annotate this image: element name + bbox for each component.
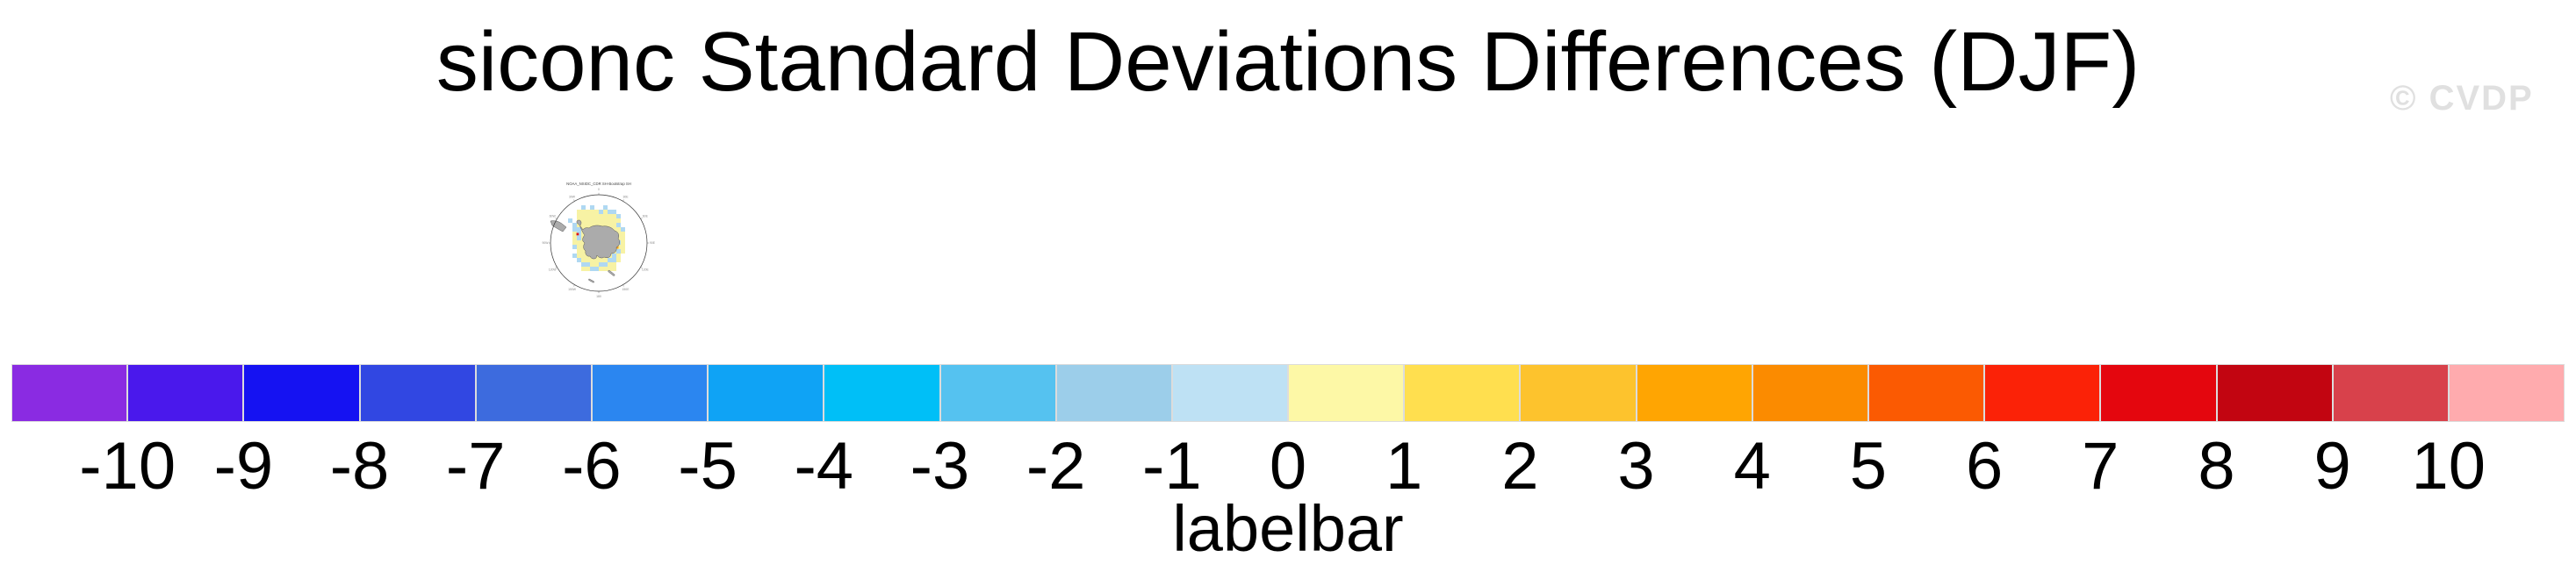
meridian-tick: [622, 199, 624, 202]
colorbar: [11, 364, 2565, 422]
colorbar-box: [2332, 364, 2449, 422]
colorbar-box: [475, 364, 592, 422]
meridian-label: 30E: [622, 195, 629, 198]
polar-map-panel: NOAA_NSIDC_CDR SH-Bootstrap SH: [527, 172, 702, 312]
map-panel-title: NOAA_NSIDC_CDR SH-Bootstrap SH: [566, 182, 631, 186]
meridian-tick: [573, 284, 575, 287]
colorbar-tick: -7: [445, 429, 506, 504]
cvdp-watermark: © CVDP: [2390, 79, 2534, 118]
colorbar-tick: 6: [1965, 429, 2004, 504]
colorbar-box: [939, 364, 1056, 422]
colorbar-tick: 8: [2198, 429, 2235, 504]
colorbar-box: [1520, 364, 1637, 422]
meridian-label: 180: [596, 295, 601, 298]
colorbar-box: [243, 364, 360, 422]
meridian-label: 60E: [643, 215, 649, 218]
page-title: siconc Standard Deviations Differences (…: [435, 15, 2141, 109]
meridian-tick: [622, 284, 624, 287]
meridian-label: 150W: [568, 288, 577, 291]
colorbar-box: [1055, 364, 1172, 422]
colorbar-tick: 5: [1849, 429, 1888, 504]
colorbar-tick: -3: [910, 429, 970, 504]
colorbar-tick: 4: [1733, 429, 1771, 504]
colorbar-tick: -6: [562, 429, 622, 504]
colorbar-box: [591, 364, 709, 422]
meridian-label: 150E: [622, 288, 630, 291]
colorbar-tick: 0: [1269, 429, 1307, 504]
south-polar-map: NOAA_NSIDC_CDR SH-Bootstrap SH: [543, 182, 656, 298]
meridian-label: 90W: [543, 241, 550, 245]
colorbar-tick: -5: [678, 429, 738, 504]
colorbar-tick: -1: [1142, 429, 1202, 504]
colorbar-box: [2216, 364, 2333, 422]
colorbar-tick-labels: -10 -9 -8 -7 -6 -5 -4 -3 -2 -1 0 1 2 3 4 5 6 7 8 9 10: [11, 432, 2565, 515]
meridian-tick: [573, 199, 575, 202]
colorbar-box: [708, 364, 824, 422]
colorbar-box: [1404, 364, 1521, 422]
meridian-label: 120E: [642, 268, 650, 272]
meridian-label: 120W: [549, 268, 558, 272]
colorbar-box: [1984, 364, 2101, 422]
south-america-tip: [550, 220, 567, 232]
colorbar-box: [1752, 364, 1868, 422]
colorbar-tick: 3: [1617, 429, 1655, 504]
island-sliver: [588, 278, 594, 283]
colorbar-tick: -8: [329, 429, 390, 504]
colorbar-tick: 2: [1501, 429, 1539, 504]
colorbar-box: [359, 364, 476, 422]
colorbar-tick: -10: [79, 429, 176, 504]
colorbar-box: [2100, 364, 2217, 422]
map-red-cell: [576, 232, 579, 236]
colorbar-tick: 10: [2411, 429, 2486, 504]
meridian-label: 60W: [550, 215, 557, 218]
colorbar-box: [127, 364, 244, 422]
colorbar-tick: 1: [1385, 429, 1423, 504]
colorbar-label: labelbar: [1172, 492, 1404, 565]
colorbar-tick: -2: [1025, 429, 1086, 504]
island-sliver: [608, 269, 615, 276]
colorbar-box: [2448, 364, 2565, 422]
map-ring-labels: 0 30E 60E 90E 120E 150E 180 150W 120W 90W 60W 30W: [543, 188, 656, 298]
colorbar-box: [1636, 364, 1752, 422]
colorbar-box: [824, 364, 940, 422]
colorbar-box: [11, 364, 128, 422]
meridian-label: 30W: [569, 195, 576, 198]
colorbar-box: [1171, 364, 1289, 422]
colorbar-tick: 9: [2313, 429, 2351, 504]
meridian-label: 90E: [650, 241, 656, 245]
colorbar-tick: -9: [213, 429, 274, 504]
meridian-label: 0: [598, 188, 600, 191]
colorbar-tick: 7: [2082, 429, 2119, 504]
colorbar-tick: -4: [794, 429, 854, 504]
colorbar-box: [1868, 364, 1985, 422]
antarctica-landmass: [576, 219, 620, 260]
colorbar-box: [1288, 364, 1405, 422]
